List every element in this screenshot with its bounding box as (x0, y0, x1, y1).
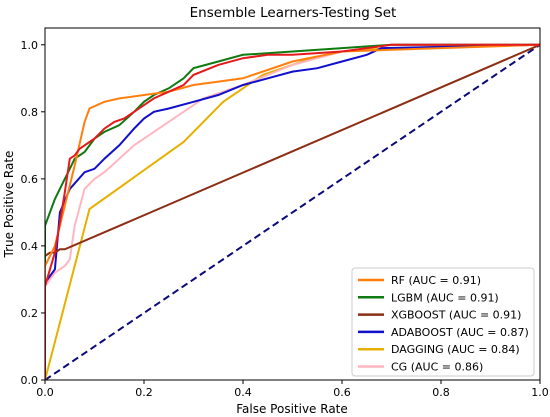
y-axis: 0.0 0.2 0.4 0.6 0.8 1.0 (21, 39, 45, 387)
y-tick-label: 0.4 (21, 240, 39, 253)
x-tick-label: 0.4 (234, 386, 252, 399)
y-tick-label: 0.8 (21, 106, 39, 119)
plot-frame (44, 27, 541, 381)
roc-line-xgboost-overlay (45, 43, 540, 380)
legend-label: ADABOOST (AUC = 0.87) (391, 326, 529, 339)
x-tick-label: 0.2 (135, 386, 153, 399)
legend-box (351, 267, 535, 377)
y-tick-label: 0.2 (21, 307, 39, 320)
series-layer (45, 43, 540, 380)
x-axis-label: False Positive Rate (236, 402, 348, 416)
x-tick-label: 0.0 (36, 386, 54, 399)
y-axis-label: True Positive Rate (2, 151, 16, 259)
y-tick-label: 1.0 (21, 39, 39, 52)
x-axis: 0.0 0.2 0.4 0.6 0.8 1.0 (36, 380, 549, 399)
y-tick-label: 0.6 (21, 173, 39, 186)
legend-label: XGBOOST (AUC = 0.91) (391, 309, 521, 322)
x-tick-label: 1.0 (531, 386, 549, 399)
legend: RF (AUC = 0.91) LGBM (AUC = 0.91) XGBOOST … (351, 267, 535, 377)
legend-label: DAGGING (AUC = 0.84) (391, 343, 520, 356)
x-tick-label: 0.6 (333, 386, 351, 399)
roc-line-rf (45, 43, 540, 380)
roc-line-cg (45, 43, 540, 380)
chart-title: Ensemble Learners-Testing Set (190, 5, 397, 21)
roc-line-dagging (45, 43, 540, 380)
legend-label: LGBM (AUC = 0.91) (391, 291, 499, 304)
legend-label: CG (AUC = 0.86) (391, 361, 483, 374)
legend-label: RF (AUC = 0.91) (391, 274, 481, 287)
chance-diagonal-line (45, 43, 540, 380)
x-tick-label: 0.8 (432, 386, 450, 399)
y-tick-label: 0.0 (21, 374, 39, 387)
